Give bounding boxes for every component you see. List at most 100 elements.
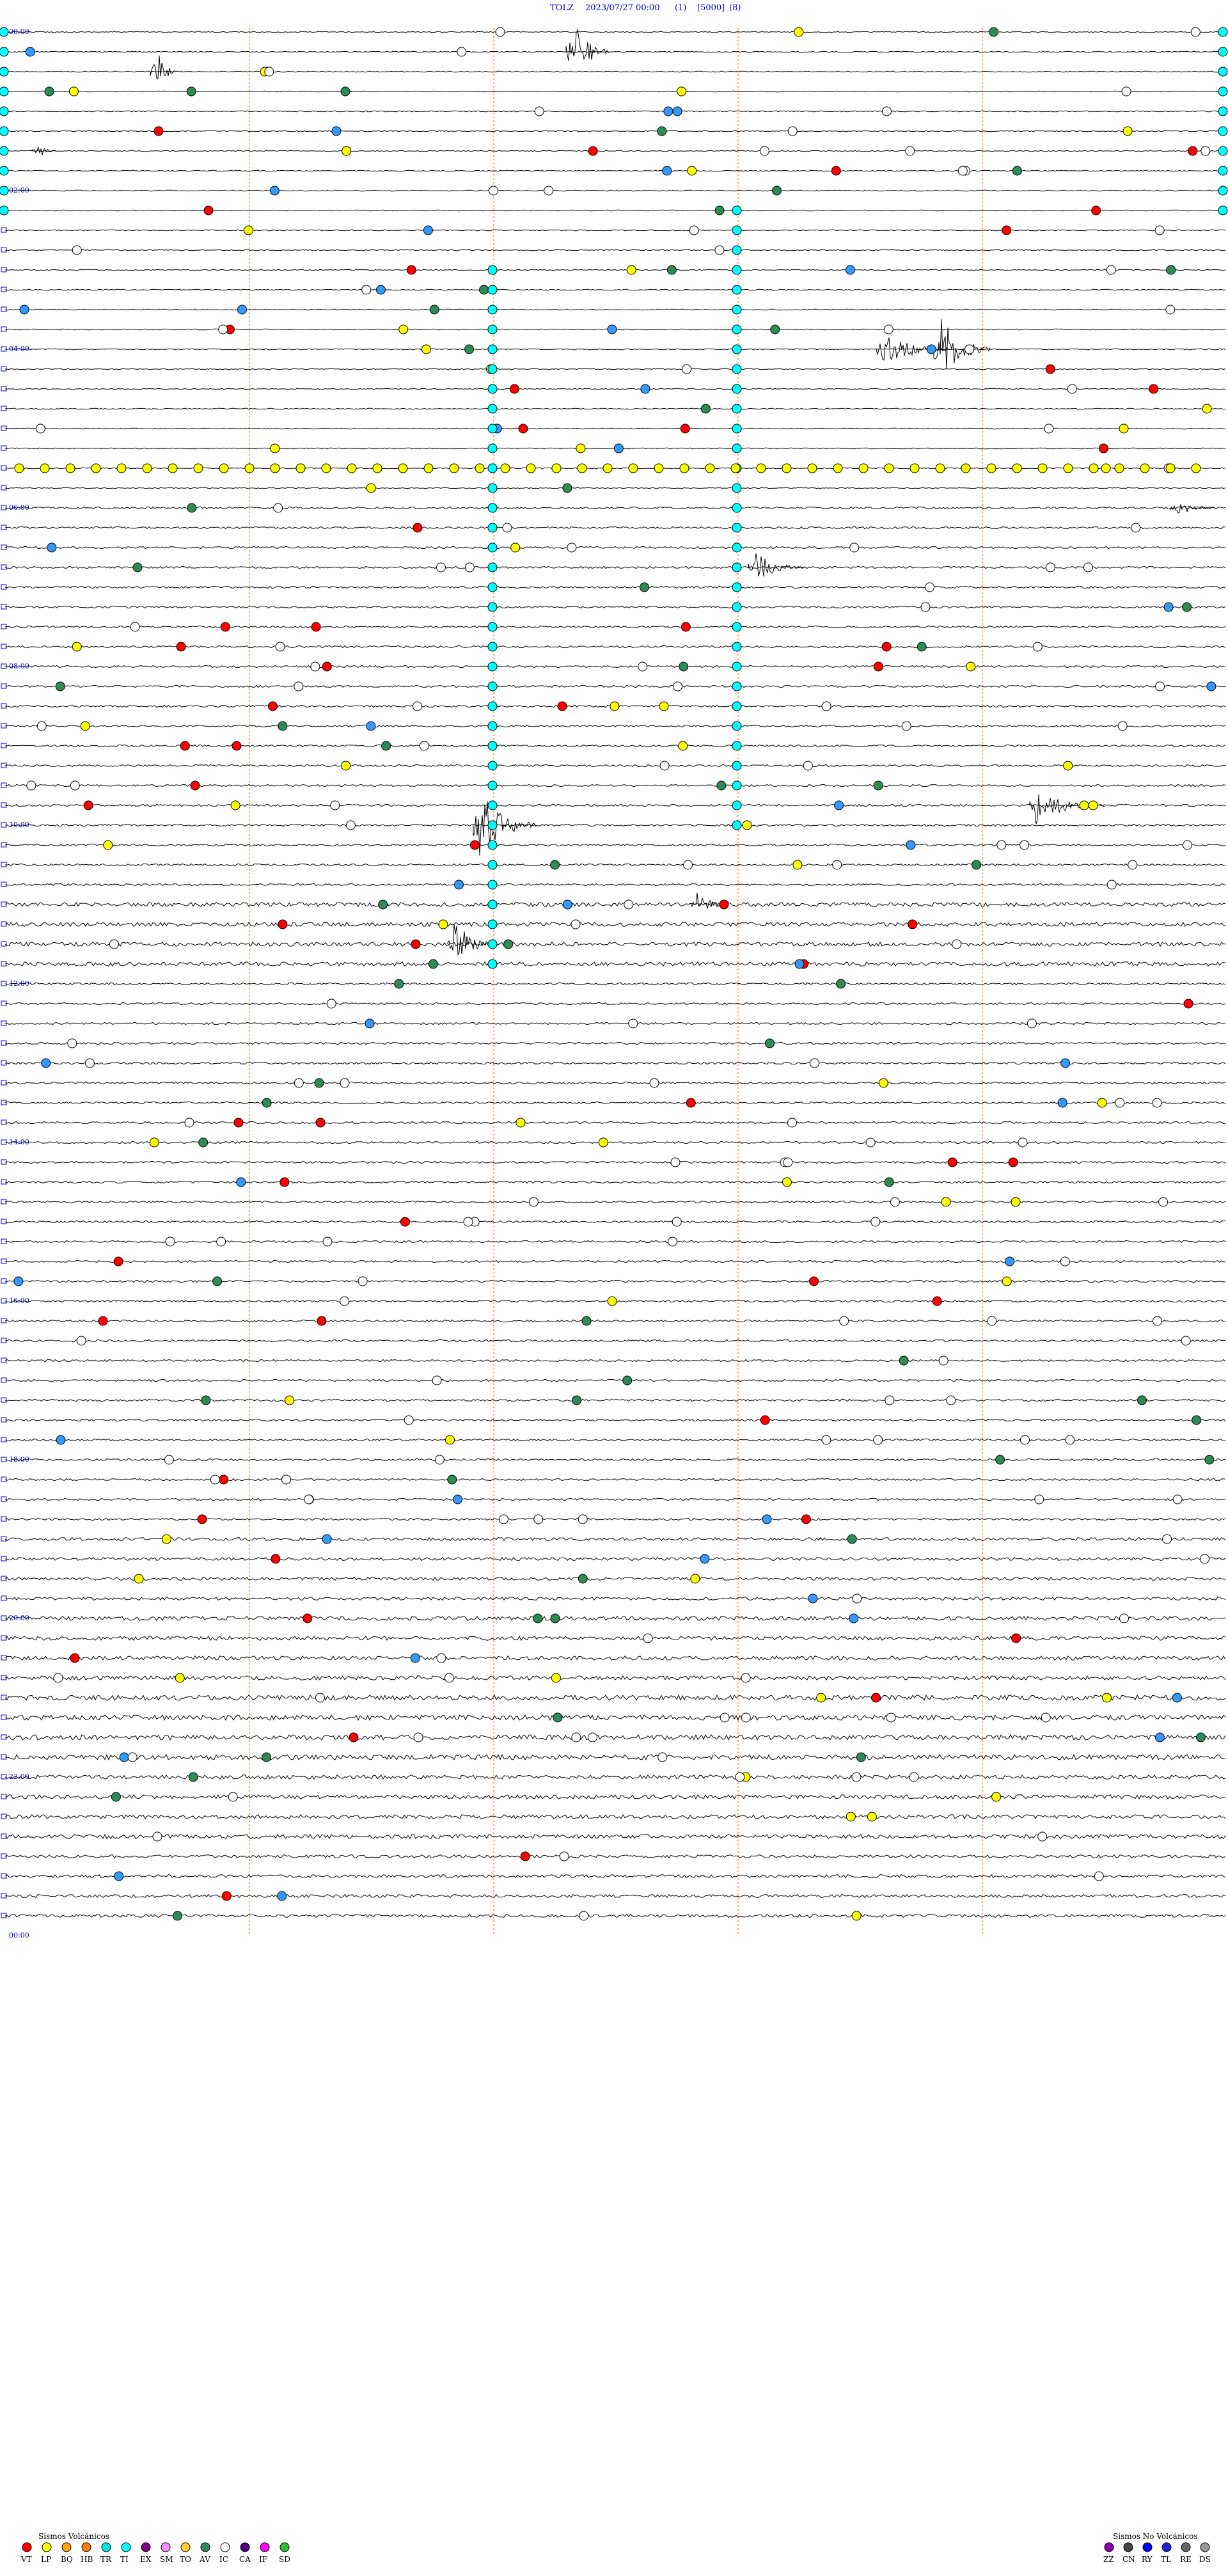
tremor-marker (487, 701, 498, 711)
event-marker (315, 1118, 326, 1128)
event-marker (340, 1296, 349, 1306)
trace-row (4, 1180, 1226, 1184)
event-marker (821, 1435, 831, 1445)
tremor-marker (1218, 106, 1228, 116)
trace-row (4, 1061, 1226, 1065)
event-marker (114, 1871, 124, 1881)
row-tick (1, 584, 7, 590)
event-marker (821, 701, 831, 711)
event-marker (681, 622, 691, 632)
row-tick (1, 1576, 7, 1581)
row-tick (1, 1635, 7, 1641)
legend-nonvolcanic-title: Sismos No Volcánicos (1113, 2532, 1198, 2541)
legend-code-ti: TI (120, 2555, 129, 2564)
event-marker (683, 860, 693, 870)
event-marker (310, 661, 320, 672)
legend-marker-lp (42, 2542, 52, 2552)
event-marker (317, 1316, 327, 1326)
tremor-marker (0, 166, 9, 176)
event-marker (411, 939, 421, 949)
event-marker (279, 1177, 290, 1187)
event-marker (281, 1474, 291, 1485)
event-marker (464, 562, 475, 573)
lp-marker (526, 463, 536, 473)
tremor-marker (732, 582, 742, 592)
event-marker (19, 304, 29, 315)
tremor-marker (487, 364, 498, 374)
event-marker (1119, 1613, 1129, 1624)
event-marker (273, 503, 283, 513)
event-marker (268, 701, 278, 711)
trace-row (4, 1458, 1226, 1462)
event-marker (1172, 1693, 1182, 1703)
trace-row (4, 1596, 1226, 1601)
event-marker (1162, 1534, 1172, 1544)
trace-row (4, 1359, 1226, 1363)
tremor-marker (732, 245, 742, 255)
trace-row (5, 368, 1226, 370)
row-tick (1, 1913, 7, 1918)
trace-row (4, 625, 1226, 629)
event-marker (188, 1772, 198, 1782)
event-marker (26, 780, 36, 791)
event-marker (851, 1911, 862, 1921)
row-tick (1, 1655, 7, 1661)
legend-code-lp: LP (41, 2555, 51, 2564)
event-marker (1131, 523, 1141, 533)
event-marker (436, 1653, 446, 1663)
event-marker (801, 1514, 811, 1524)
row-tick (1, 663, 7, 669)
row-tick (1, 326, 7, 332)
row-tick (1, 1219, 7, 1224)
burst (1170, 504, 1215, 514)
row-tick (1, 287, 7, 292)
event-marker (44, 86, 54, 97)
event-marker (1154, 1732, 1165, 1742)
event-marker (134, 1574, 144, 1584)
event-marker (852, 1593, 862, 1604)
event-marker (175, 1673, 185, 1683)
event-marker (700, 1554, 710, 1564)
tremor-marker (1218, 146, 1228, 156)
tremor-marker (487, 721, 498, 731)
legend-code-sd: SD (279, 2555, 290, 2564)
event-marker (668, 1237, 677, 1247)
event-marker (851, 1772, 862, 1782)
event-marker (1067, 384, 1077, 394)
event-marker (885, 1395, 895, 1405)
legend-marker-bq (61, 2542, 72, 2552)
event-marker (322, 1534, 332, 1544)
lp-marker (1114, 463, 1124, 473)
trace-row (5, 90, 1226, 93)
event-marker (714, 245, 725, 255)
row-tick (1, 465, 7, 471)
event-marker (394, 979, 404, 989)
event-marker (836, 979, 846, 989)
lp-marker (475, 463, 485, 473)
trace-row (4, 467, 1226, 470)
event-marker (873, 661, 883, 672)
event-marker (489, 186, 498, 196)
row-tick (1, 346, 7, 352)
event-marker (690, 1574, 700, 1584)
trace-row (4, 1615, 1226, 1622)
event-marker (111, 1792, 121, 1802)
row-tick (1, 267, 7, 273)
row-tick (1, 1278, 7, 1284)
tremor-marker (732, 562, 742, 573)
event-marker (1183, 999, 1193, 1009)
lp-marker (961, 463, 971, 473)
event-marker (375, 285, 386, 295)
event-marker (849, 542, 860, 553)
row-tick (1, 525, 7, 530)
event-marker (132, 562, 143, 573)
tremor-marker (487, 820, 498, 830)
legend-code-hb: HB (81, 2555, 93, 2564)
trace-row (4, 684, 1226, 688)
trace-row (4, 982, 1226, 986)
event-marker (867, 1812, 877, 1822)
event-marker (1153, 1316, 1162, 1326)
event-marker (495, 27, 505, 37)
event-marker (917, 642, 927, 652)
